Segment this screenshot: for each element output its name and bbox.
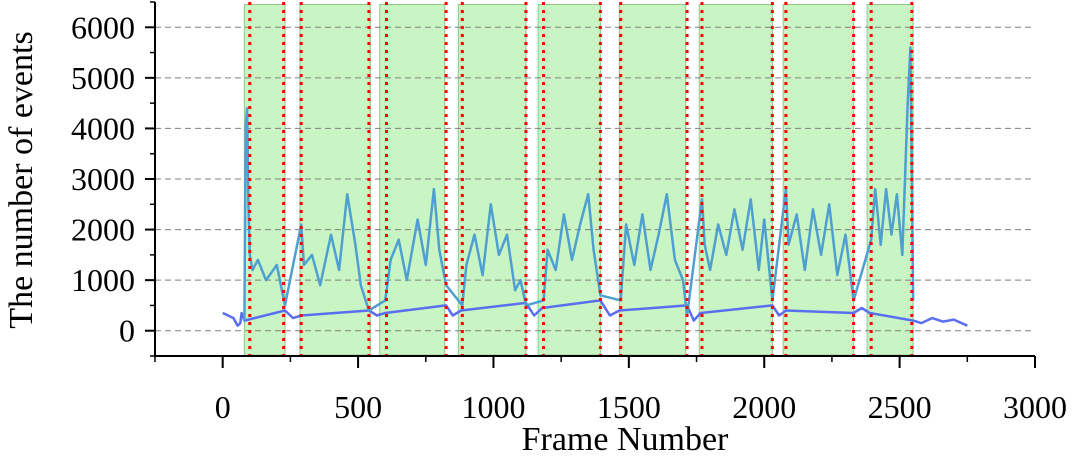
y-tick-label: 2000: [71, 212, 135, 248]
highlight-regions: [243, 4, 914, 356]
signal-series-line: [243, 46, 915, 321]
highlight-region: [782, 4, 855, 356]
y-tick-label: 4000: [71, 110, 135, 146]
highlight-region: [618, 4, 687, 356]
axes: [145, 1, 1036, 368]
y-axis-title: The number of events: [3, 31, 40, 328]
x-tick-label: 3000: [1003, 389, 1067, 425]
highlight-region: [379, 4, 446, 356]
y-tick-label: 0: [119, 313, 135, 349]
x-axis-title: Frame Number: [522, 421, 729, 458]
event-boundary-lines: [248, 2, 914, 356]
x-tick-label: 1500: [597, 389, 661, 425]
x-tick-label: 1000: [461, 389, 525, 425]
tick-labels: 0 1000 2000 3000 4000 5000 6000 0 500 1000 1500 200…: [71, 9, 1067, 425]
highlight-region: [866, 4, 914, 356]
highlight-region: [457, 4, 527, 356]
gridlines: [155, 26, 1035, 332]
x-tick-label: 0: [215, 389, 231, 425]
highlight-region: [299, 4, 371, 356]
x-tick-label: 2000: [732, 389, 796, 425]
y-tick-label: 1000: [71, 262, 135, 298]
y-tick-label: 6000: [71, 9, 135, 45]
x-tick-label: 2500: [868, 389, 932, 425]
y-tick-label: 5000: [71, 60, 135, 96]
highlight-region: [537, 4, 601, 356]
highlight-region: [698, 4, 773, 356]
y-tick-label: 3000: [71, 161, 135, 197]
x-tick-label: 500: [334, 389, 382, 425]
